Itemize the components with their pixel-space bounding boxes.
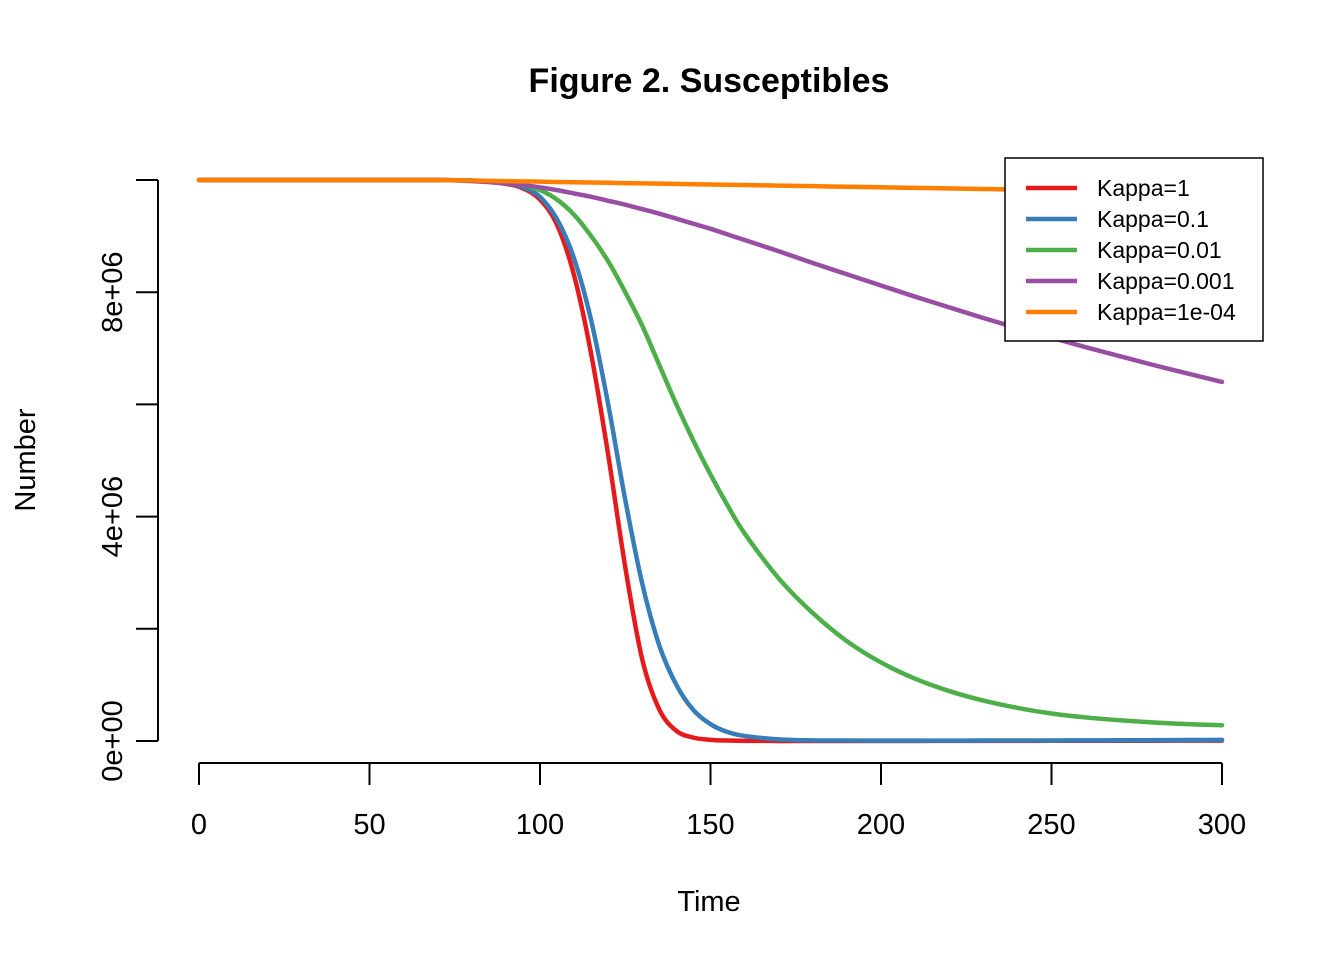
y-tick-label: 0e+00 bbox=[97, 700, 129, 781]
legend-label: Kappa=0.1 bbox=[1097, 206, 1209, 232]
y-axis: 0e+00 4e+06 8e+06 bbox=[97, 179, 159, 782]
legend-label: Kappa=0.01 bbox=[1097, 237, 1222, 263]
legend-label: Kappa=1e-04 bbox=[1097, 299, 1236, 325]
y-axis-label: Number bbox=[10, 408, 42, 511]
y-tick-label: 8e+06 bbox=[97, 251, 129, 332]
x-tick-label: 200 bbox=[857, 809, 905, 841]
x-tick-label: 0 bbox=[191, 809, 207, 841]
chart-title: Figure 2. Susceptibles bbox=[529, 62, 890, 100]
x-tick-label: 100 bbox=[516, 809, 564, 841]
legend-label: Kappa=0.001 bbox=[1097, 268, 1235, 294]
x-tick-label: 250 bbox=[1027, 809, 1075, 841]
legend-label: Kappa=1 bbox=[1097, 175, 1190, 201]
legend: Kappa=1 Kappa=0.1 Kappa=0.01 Kappa=0.001 Kap… bbox=[1004, 157, 1264, 342]
x-tick-label: 300 bbox=[1198, 809, 1246, 841]
x-tick-label: 50 bbox=[353, 809, 385, 841]
y-tick-label: 4e+06 bbox=[97, 476, 129, 557]
x-tick-label: 150 bbox=[686, 809, 734, 841]
x-axis: 0 50 100 150 200 250 300 bbox=[191, 762, 1246, 841]
x-axis-label: Time bbox=[677, 886, 740, 918]
